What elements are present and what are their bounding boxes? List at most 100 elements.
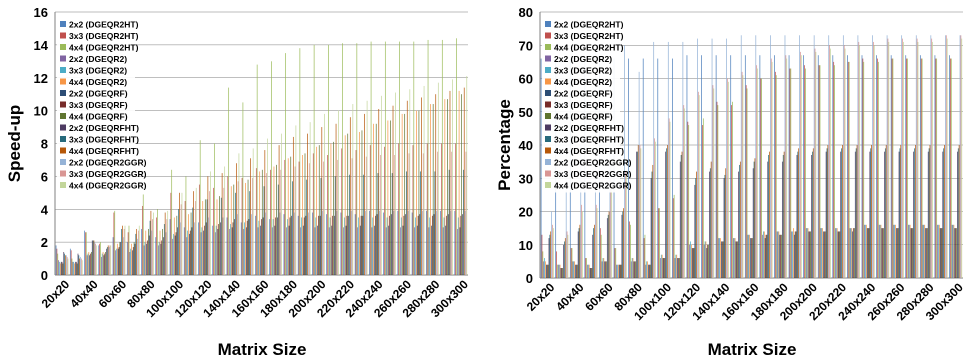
bar: [164, 212, 166, 275]
bar: [359, 131, 360, 275]
bar: [673, 194, 675, 279]
bar: [632, 258, 634, 278]
y-tick-label: 12: [34, 71, 48, 86]
bar: [785, 55, 787, 278]
bar: [191, 227, 193, 275]
bar: [372, 217, 374, 275]
bar: [718, 238, 720, 278]
bar: [623, 208, 625, 278]
bar: [251, 178, 253, 275]
legend-label: 2x2 (DGEQR2GGR): [554, 158, 632, 168]
bar: [449, 90, 451, 276]
bar: [161, 240, 163, 275]
bar: [356, 43, 358, 276]
bar: [682, 41, 684, 279]
bar: [770, 35, 771, 278]
bar: [279, 212, 281, 275]
bar: [210, 171, 211, 275]
bar: [915, 145, 916, 278]
bar: [814, 48, 816, 278]
bar: [340, 212, 342, 275]
bar: [711, 38, 713, 278]
bar: [587, 264, 589, 278]
bar: [281, 133, 282, 275]
bar: [289, 217, 291, 275]
bar: [753, 161, 755, 279]
bar: [680, 154, 682, 278]
bar: [202, 201, 204, 275]
bar: [761, 78, 762, 278]
bar: [318, 215, 319, 275]
bar: [460, 215, 462, 275]
bar: [822, 228, 823, 279]
bar: [796, 154, 798, 278]
bar: [609, 138, 611, 278]
bar: [429, 217, 431, 275]
y-tick-label: 0: [41, 268, 48, 283]
bar: [192, 207, 194, 275]
bar: [258, 220, 260, 275]
bar: [205, 222, 207, 275]
bar: [867, 228, 869, 279]
bar: [942, 151, 944, 278]
bar: [912, 228, 914, 279]
bar: [432, 104, 434, 275]
bar: [284, 159, 286, 275]
bar: [109, 245, 111, 275]
bar: [808, 231, 810, 278]
bar: [914, 148, 915, 278]
bar: [840, 151, 842, 278]
bar: [447, 214, 449, 275]
bar: [116, 243, 118, 275]
bar: [659, 208, 660, 278]
bar: [915, 35, 917, 278]
bar: [952, 224, 954, 278]
bar: [406, 171, 407, 275]
bar: [277, 184, 279, 275]
bar: [872, 35, 873, 278]
bar: [777, 231, 779, 278]
bar: [900, 145, 902, 278]
bar: [185, 176, 187, 276]
bar: [447, 99, 448, 276]
bar: [595, 204, 597, 278]
bar: [572, 261, 574, 279]
bar: [362, 215, 364, 275]
bar: [649, 264, 651, 278]
bar: [705, 241, 707, 278]
legend-label: 2x2 (DGEQRF): [69, 89, 128, 99]
bar: [371, 227, 373, 275]
bar: [314, 227, 316, 275]
bar: [203, 230, 204, 275]
bar: [283, 214, 285, 275]
bar: [910, 228, 912, 279]
bar: [548, 238, 550, 278]
bar: [293, 212, 295, 275]
bar: [783, 151, 785, 278]
bar: [848, 61, 850, 279]
bar: [95, 243, 96, 275]
bar: [106, 247, 108, 275]
bar: [892, 58, 894, 278]
bar: [737, 241, 739, 278]
bar: [270, 169, 271, 275]
bar: [784, 35, 786, 278]
bar: [602, 258, 604, 278]
bar: [446, 215, 447, 275]
bar: [851, 228, 853, 279]
bar: [610, 178, 612, 278]
bar: [318, 145, 320, 275]
bar: [577, 231, 579, 278]
bar: [731, 105, 732, 278]
bar: [793, 234, 795, 278]
bar: [741, 71, 743, 278]
bar: [754, 158, 756, 278]
bar: [546, 264, 548, 278]
bar: [81, 260, 83, 275]
bar: [896, 228, 897, 279]
bar: [348, 215, 349, 275]
bar: [418, 110, 420, 276]
bar: [635, 261, 636, 279]
bar: [267, 138, 268, 275]
